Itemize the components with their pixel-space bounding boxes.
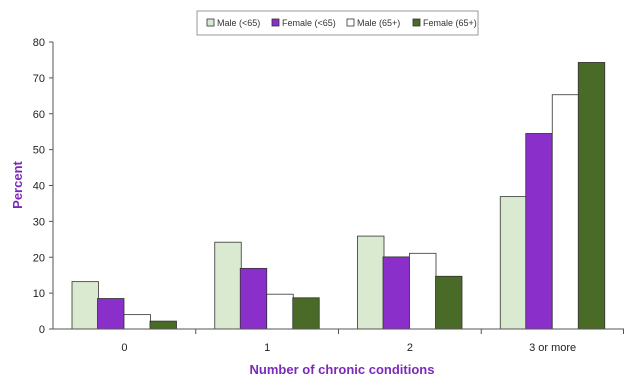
x-tick-label: 3 or more: [529, 342, 576, 354]
x-tick-label: 1: [264, 342, 270, 354]
bars: [71, 62, 606, 330]
legend-label: Male (<65): [217, 18, 260, 28]
bar-female-65-2: [435, 275, 463, 330]
bar-female-65-3-or-more: [577, 62, 606, 330]
x-tick-label: 2: [407, 342, 413, 354]
bar-male-65-1: [266, 293, 294, 330]
y-tick-label: 80: [33, 37, 45, 49]
bar-female-65-1: [239, 267, 268, 330]
y-tick-label: 70: [33, 73, 45, 85]
y-axis-title: Percent: [10, 160, 25, 208]
legend: Male (<65) Female (<65) Male (65+) Female (…: [196, 10, 479, 36]
axes: 0 10 20 30 40 50 60 70 80 0 1 2 3 or more: [33, 37, 624, 354]
y-tick-label: 50: [33, 145, 45, 157]
legend-label: Male (65+): [357, 18, 400, 28]
bar-male-65-3-or-more: [499, 196, 528, 330]
y-tick-label: 60: [33, 109, 45, 121]
bar-female-65-0: [97, 298, 125, 330]
bar-male-65-2: [357, 235, 385, 330]
bar-female-65-0: [149, 320, 177, 330]
legend-label: Female (<65): [282, 18, 336, 28]
bar-male-65-2: [409, 252, 437, 330]
legend-swatch: [346, 18, 355, 27]
bar-male-65-0: [71, 281, 99, 330]
bar-female-65-1: [292, 297, 320, 330]
legend-swatch: [206, 18, 215, 27]
bar-male-65-1: [214, 241, 242, 330]
y-tick-label: 10: [33, 288, 45, 300]
legend-swatch: [412, 18, 421, 27]
x-axis-title: Number of chronic conditions: [250, 362, 435, 375]
y-tick-label: 20: [33, 252, 45, 264]
legend-swatch: [271, 18, 280, 27]
y-tick-label: 30: [33, 216, 45, 228]
bar-male-65-0: [123, 314, 151, 330]
bar-female-65-2: [382, 256, 410, 330]
legend-box: [196, 10, 479, 36]
legend-label: Female (65+): [423, 18, 477, 28]
bar-male-65-3-or-more: [551, 94, 580, 330]
y-tick-label: 40: [33, 181, 45, 193]
bar-female-65-3-or-more: [525, 133, 553, 330]
x-tick-label: 0: [121, 342, 127, 354]
y-tick-label: 0: [39, 324, 45, 336]
